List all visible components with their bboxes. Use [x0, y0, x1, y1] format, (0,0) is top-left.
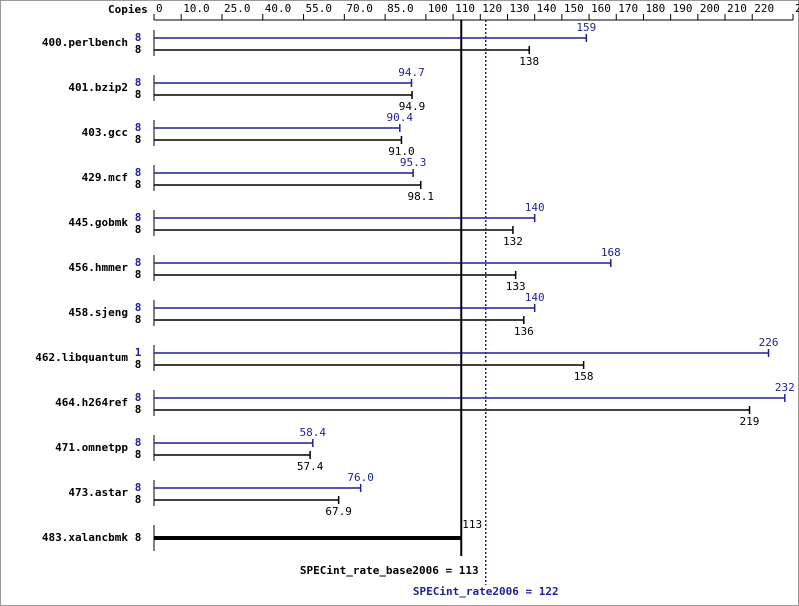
benchmark-label: 400.perlbench [42, 36, 128, 49]
x-tick-label: 150 [564, 2, 584, 15]
value-label: 133 [506, 280, 526, 293]
copies: 8 [135, 313, 142, 326]
copies: 8 [135, 448, 142, 461]
benchmark-label: 445.gobmk [68, 216, 128, 229]
x-tick-label: 110 [455, 2, 475, 15]
value-label: 136 [514, 325, 534, 338]
copies: 8 [135, 133, 142, 146]
value-label: 138 [519, 55, 539, 68]
value-label: 232 [775, 381, 795, 394]
benchmark-label: 471.omnetpp [55, 441, 128, 454]
x-tick-label: 0 [156, 2, 163, 15]
value-label: 132 [503, 235, 523, 248]
copies: 8 [135, 391, 142, 404]
value-label: 67.9 [325, 505, 352, 518]
x-tick-label: 220 [754, 2, 774, 15]
value-label: 219 [740, 415, 760, 428]
x-tick-label: 160 [591, 2, 611, 15]
value-label: 98.1 [407, 190, 434, 203]
x-tick-label: 70.0 [346, 2, 373, 15]
x-tick-label: 235 [795, 2, 799, 15]
copies: 8 [135, 301, 142, 314]
copies: 8 [135, 256, 142, 269]
copies: 8 [135, 76, 142, 89]
copies: 8 [135, 481, 142, 494]
value-label: 94.9 [399, 100, 426, 113]
copies: 8 [135, 358, 142, 371]
benchmark-label: 401.bzip2 [68, 81, 128, 94]
value-label: 168 [601, 246, 621, 259]
benchmark-label: 462.libquantum [35, 351, 128, 364]
copies: 8 [135, 531, 142, 544]
copies: 8 [135, 436, 142, 449]
value-label: 91.0 [388, 145, 415, 158]
copies: 8 [135, 211, 142, 224]
benchmark-label: 456.hmmer [68, 261, 128, 274]
x-tick-label: 130 [509, 2, 529, 15]
copies: 8 [135, 178, 142, 191]
x-tick-label: 55.0 [306, 2, 333, 15]
value-label: 159 [576, 21, 596, 34]
benchmark-label: 473.astar [68, 486, 128, 499]
copies: 8 [135, 223, 142, 236]
benchmark-label: 429.mcf [82, 171, 128, 184]
benchmark-label: 458.sjeng [68, 306, 128, 319]
copies: 8 [135, 268, 142, 281]
x-tick-label: 85.0 [387, 2, 414, 15]
copies: 8 [135, 166, 142, 179]
benchmark-label: 483.xalancbmk [42, 531, 128, 544]
reference-label: SPECint_rate_base2006 = 113 [300, 564, 479, 577]
value-label: 95.3 [400, 156, 427, 169]
value-label: 113 [462, 518, 482, 531]
x-tick-label: 170 [618, 2, 638, 15]
copies: 8 [135, 121, 142, 134]
benchmark-label: 464.h264ref [55, 396, 128, 409]
x-tick-label: 40.0 [265, 2, 292, 15]
copies: 8 [135, 493, 142, 506]
value-label: 76.0 [347, 471, 374, 484]
copies: 8 [135, 43, 142, 56]
value-label: 90.4 [387, 111, 414, 124]
reference-label: SPECint_rate2006 = 122 [413, 585, 559, 598]
benchmark-label: 403.gcc [82, 126, 128, 139]
value-label: 226 [759, 336, 779, 349]
x-tick-label: 140 [537, 2, 557, 15]
copies: 8 [135, 31, 142, 44]
value-label: 94.7 [398, 66, 425, 79]
value-label: 140 [525, 201, 545, 214]
copies-header: Copies [108, 3, 148, 16]
x-tick-label: 100 [428, 2, 448, 15]
x-tick-label: 120 [482, 2, 502, 15]
value-label: 58.4 [300, 426, 327, 439]
x-tick-label: 190 [673, 2, 693, 15]
x-tick-label: 200 [700, 2, 720, 15]
value-label: 158 [574, 370, 594, 383]
x-tick-label: 25.0 [224, 2, 251, 15]
x-tick-label: 180 [645, 2, 665, 15]
x-tick-label: 10.0 [183, 2, 210, 15]
copies: 8 [135, 88, 142, 101]
copies: 1 [135, 346, 142, 359]
x-tick-label: 210 [727, 2, 747, 15]
value-label: 140 [525, 291, 545, 304]
value-label: 57.4 [297, 460, 324, 473]
copies: 8 [135, 403, 142, 416]
